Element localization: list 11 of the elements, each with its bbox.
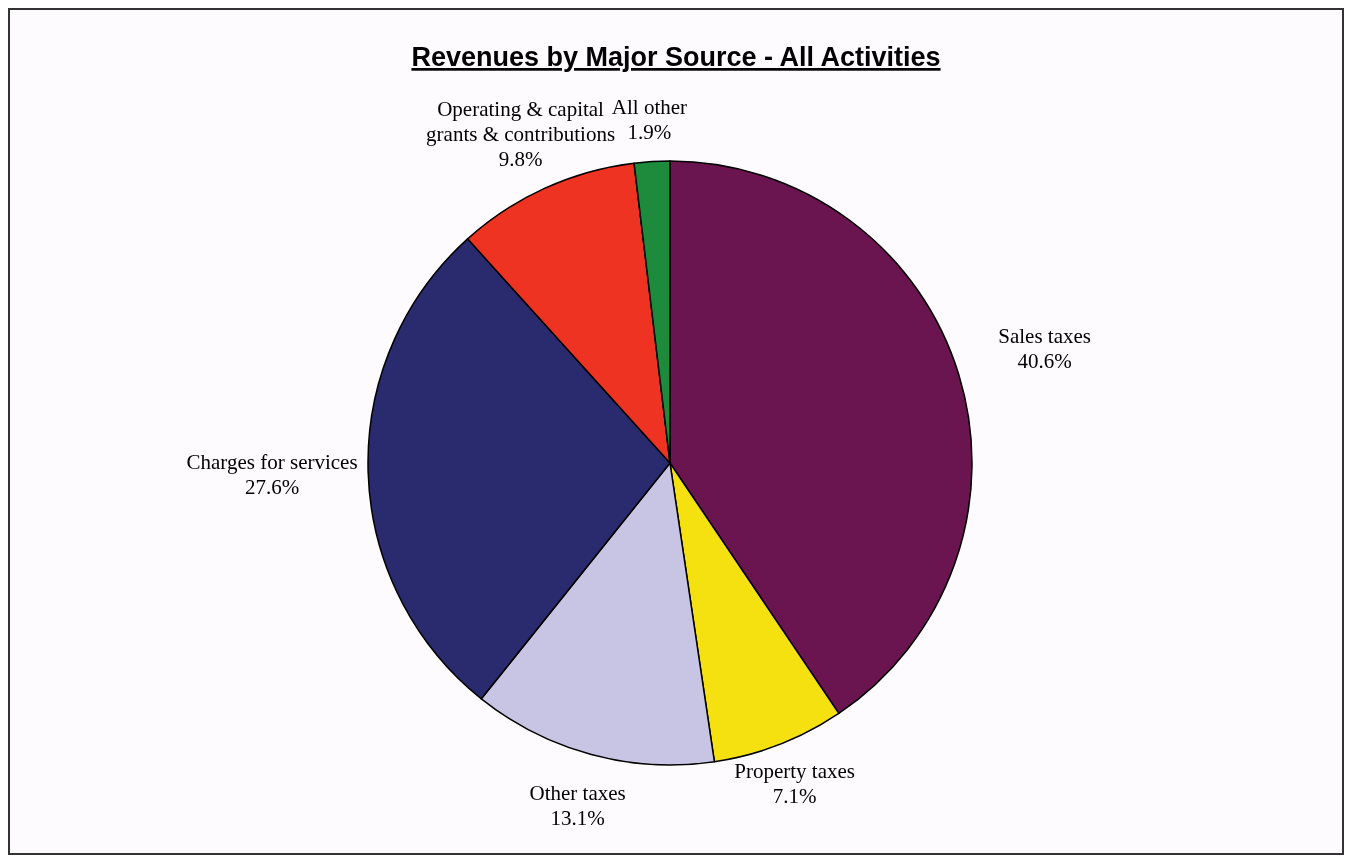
chart-title: Revenues by Major Source - All Activities	[411, 42, 941, 72]
data-label: 27.6%	[244, 475, 300, 500]
data-label: 9.8%	[498, 147, 543, 172]
slice-label: Property taxes	[734, 759, 855, 784]
data-label: 1.9%	[627, 119, 672, 144]
data-label: 7.1%	[772, 784, 817, 809]
data-label: 13.1%	[550, 805, 605, 830]
slice-label: Charges for services	[186, 450, 358, 475]
slice-label: Sales taxes	[998, 324, 1092, 349]
data-label: 40.6%	[1017, 349, 1072, 374]
slice-label: Other taxes	[529, 780, 626, 805]
